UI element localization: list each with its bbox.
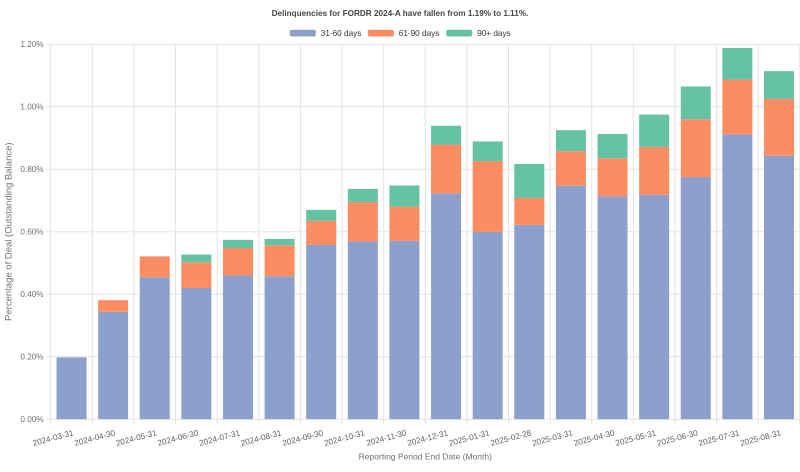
svg-text:1.20%: 1.20% xyxy=(20,40,43,49)
svg-text:0.20%: 0.20% xyxy=(20,353,43,362)
svg-text:0.60%: 0.60% xyxy=(20,228,43,237)
svg-text:Reporting Period End Date (Mon: Reporting Period End Date (Month) xyxy=(359,452,492,462)
svg-text:Delinquencies for FORDR 2024-A: Delinquencies for FORDR 2024-A have fall… xyxy=(272,9,529,18)
svg-text:1.00%: 1.00% xyxy=(20,103,43,112)
svg-text:31-60 days: 31-60 days xyxy=(321,29,362,38)
svg-text:0.80%: 0.80% xyxy=(20,165,43,174)
svg-text:0.40%: 0.40% xyxy=(20,290,43,299)
svg-text:61-90 days: 61-90 days xyxy=(399,29,440,38)
svg-text:Percentage of Deal (Outstandin: Percentage of Deal (Outstanding Balance) xyxy=(4,142,15,321)
svg-text:90+ days: 90+ days xyxy=(477,29,510,38)
svg-text:0.00%: 0.00% xyxy=(20,415,43,424)
